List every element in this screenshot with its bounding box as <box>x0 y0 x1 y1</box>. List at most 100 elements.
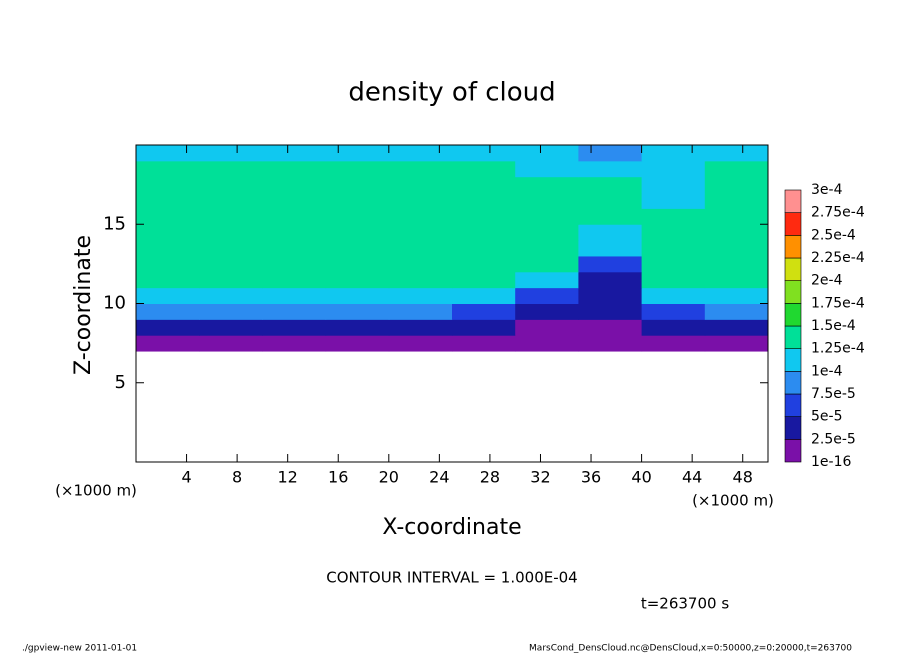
field-cell <box>641 240 706 257</box>
field-cell <box>515 192 579 209</box>
field-cell <box>262 303 327 320</box>
field-cell <box>199 208 263 225</box>
field-cell <box>136 240 200 257</box>
x-tick-label: 36 <box>581 468 601 487</box>
field-cell <box>262 319 327 336</box>
x-tick-label: 40 <box>631 468 651 487</box>
colorbar-box <box>784 371 802 395</box>
field-cell <box>262 255 327 273</box>
field-cell <box>262 160 327 178</box>
x-tick-label: 20 <box>379 468 399 487</box>
field-cell <box>578 160 643 178</box>
field-cell <box>704 335 769 352</box>
field-cell <box>136 303 200 320</box>
field-cell <box>515 145 579 162</box>
y-tick-label: 10 <box>103 293 126 314</box>
field-cell <box>262 192 327 209</box>
colorbar-label: 7.5e-5 <box>811 386 856 402</box>
field-cell <box>578 208 643 225</box>
field-cell <box>704 255 769 273</box>
field-cell <box>325 319 390 336</box>
time-label: t=263700 s <box>641 595 729 613</box>
y-axis-unit: (×1000 m) <box>55 482 137 500</box>
field-cell <box>199 240 263 257</box>
field-cell <box>199 176 263 194</box>
field-cell <box>199 271 263 289</box>
x-tick-label: 16 <box>328 468 348 487</box>
field-cell <box>578 192 643 209</box>
x-tick-label: 24 <box>429 468 449 487</box>
field-cell <box>578 224 643 241</box>
field-cell <box>136 271 200 289</box>
field-cell <box>452 145 516 162</box>
field-cell <box>262 208 327 225</box>
contour-note: CONTOUR INTERVAL = 1.000E-04 <box>326 569 577 587</box>
colorbar-label: 2.5e-4 <box>811 227 856 243</box>
x-tick-label: 44 <box>682 468 702 487</box>
field-cell <box>136 224 200 241</box>
field-cell <box>578 145 643 162</box>
field-cell <box>136 208 200 225</box>
field-cell <box>262 271 327 289</box>
y-tick-label: 15 <box>103 213 126 234</box>
colorbar-box <box>784 325 802 349</box>
field-cell <box>704 145 769 162</box>
field-cell <box>136 192 200 209</box>
colorbar-box <box>784 416 802 440</box>
field-cell <box>515 335 579 352</box>
field-cell <box>136 255 200 273</box>
field-cell <box>388 208 453 225</box>
field-cell <box>641 271 706 289</box>
x-tick-label: 12 <box>278 468 298 487</box>
field-cell <box>704 240 769 257</box>
field-cell <box>704 192 769 209</box>
field-cell <box>641 287 706 304</box>
field-cell <box>199 160 263 178</box>
field-cell <box>199 303 263 320</box>
colorbar-box <box>784 280 802 304</box>
field-cell <box>388 335 453 352</box>
chart-title: density of cloud <box>348 78 555 108</box>
field-cell <box>515 240 579 257</box>
field-cell <box>262 176 327 194</box>
x-tick-label: 48 <box>733 468 753 487</box>
field-cell <box>704 224 769 241</box>
colorbar-box <box>784 257 802 281</box>
y-tick-label: 5 <box>115 372 126 393</box>
colorbar-label: 1e-4 <box>811 363 843 379</box>
x-tick-label: 4 <box>181 468 191 487</box>
colorbar-label: 1.5e-4 <box>811 318 856 334</box>
field-cell <box>325 335 390 352</box>
colorbar-label: 2.25e-4 <box>811 250 865 266</box>
field-cell <box>704 271 769 289</box>
colorbar-label: 2.75e-4 <box>811 205 865 221</box>
field-cell <box>136 145 200 162</box>
field-cell <box>325 224 390 241</box>
field-cell <box>262 145 327 162</box>
field-cell <box>388 271 453 289</box>
field-cell <box>704 287 769 304</box>
field-cell <box>704 208 769 225</box>
field-cell <box>388 224 453 241</box>
field-cell <box>199 145 263 162</box>
field-cell <box>452 224 516 241</box>
field-cell <box>262 335 327 352</box>
field-cell <box>578 319 643 336</box>
field-cell <box>641 145 706 162</box>
field-cell <box>641 224 706 241</box>
field-cell <box>325 287 390 304</box>
colorbar-box <box>784 393 802 417</box>
field-cell <box>388 192 453 209</box>
colorbar-box <box>784 189 802 213</box>
field-cell <box>325 145 390 162</box>
field-cell <box>452 176 516 194</box>
colorbar-label: 1e-16 <box>811 454 851 470</box>
field-cell <box>452 192 516 209</box>
colorbar-label: 5e-5 <box>811 409 842 425</box>
y-axis-label: Z-coordinate <box>71 235 96 375</box>
field-cell <box>325 192 390 209</box>
field-cell <box>262 287 327 304</box>
field-cell <box>452 160 516 178</box>
field-cell <box>388 240 453 257</box>
footer-right: MarsCond_DensCloud.nc@DensCloud,x=0:5000… <box>529 644 852 654</box>
